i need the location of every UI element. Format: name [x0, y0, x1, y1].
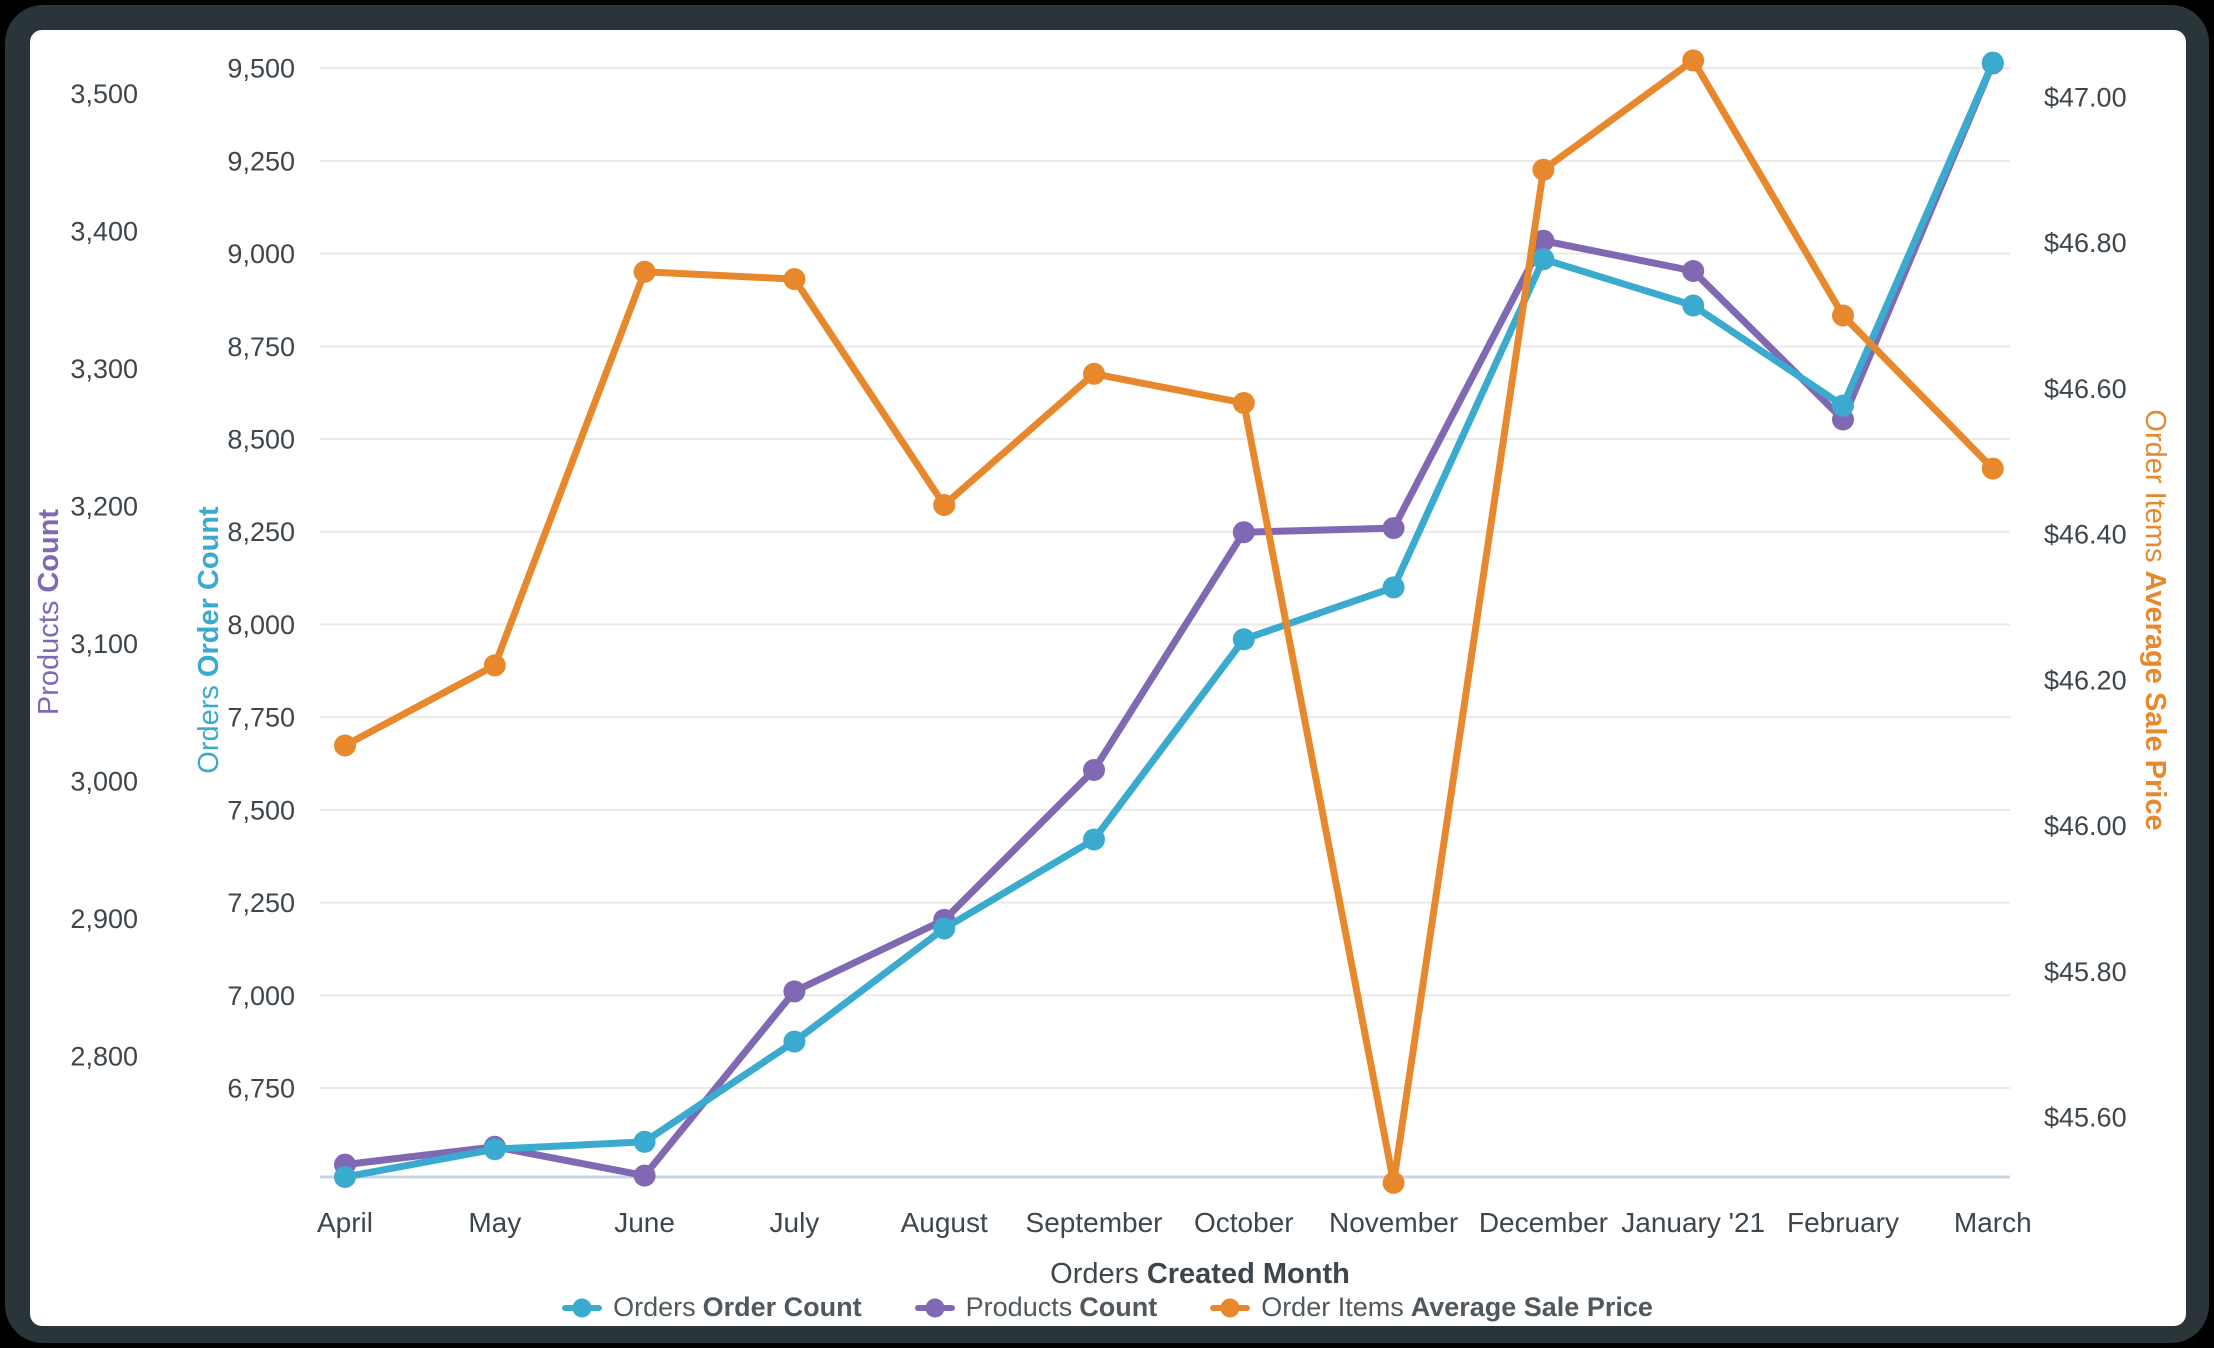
- legend-label-bold: Order Count: [702, 1292, 862, 1322]
- products-tick-label: 3,300: [70, 354, 138, 384]
- month-label: September: [1026, 1207, 1163, 1238]
- month-label: July: [770, 1207, 820, 1238]
- series-layer: [334, 49, 2004, 1194]
- price-tick-label: $45.80: [2044, 957, 2127, 987]
- axis-tick-labels: 2,800 2,900 3,000 3,100 3,200 3,300 3,400 3,500…: [70, 54, 2126, 1133]
- data-point-orders-10[interactable]: [1832, 394, 1854, 417]
- data-point-orders-5[interactable]: [1083, 828, 1105, 851]
- orders-tick-label: 7,250: [227, 888, 295, 918]
- price-tick-label: $45.60: [2044, 1103, 2127, 1133]
- orders-tick-label: 7,500: [227, 795, 295, 825]
- data-point-price-0[interactable]: [334, 734, 356, 757]
- legend-label: Order Items: [1261, 1292, 1404, 1322]
- legend-marker-icon: [914, 1298, 955, 1317]
- legend-item-orders[interactable]: Orders Order Count: [561, 1292, 862, 1323]
- orders-tick-label: 8,000: [227, 610, 295, 640]
- orders-tick-label: 8,250: [227, 517, 295, 547]
- data-point-products-5[interactable]: [1083, 759, 1105, 781]
- data-point-price-6[interactable]: [1232, 392, 1255, 414]
- data-point-price-10[interactable]: [1832, 304, 1854, 327]
- products-tick-label: 2,900: [70, 904, 138, 934]
- data-point-orders-1[interactable]: [483, 1138, 506, 1161]
- price-tick-label: $46.20: [2044, 665, 2127, 695]
- legend-label-bold: Count: [1079, 1292, 1158, 1322]
- month-label: November: [1329, 1207, 1458, 1238]
- data-point-orders-4[interactable]: [933, 917, 956, 940]
- price-tick-label: $47.00: [2044, 82, 2127, 112]
- series-line-price: [341, 56, 1997, 1187]
- orders-tick-label: 7,750: [227, 703, 295, 733]
- month-label: December: [1479, 1207, 1608, 1238]
- products-tick-label: 3,400: [70, 217, 138, 247]
- data-point-products-2[interactable]: [633, 1164, 656, 1187]
- data-point-orders-2[interactable]: [633, 1130, 656, 1153]
- data-point-orders-9[interactable]: [1682, 294, 1705, 317]
- data-point-products-3[interactable]: [783, 980, 806, 1003]
- data-point-products-9[interactable]: [1682, 260, 1705, 282]
- legend-marker-icon: [562, 1298, 603, 1317]
- legend-marker-icon: [1210, 1298, 1251, 1317]
- series-line-orders: [341, 59, 1997, 1181]
- data-point-price-2[interactable]: [633, 260, 656, 283]
- legend-label-bold: Average Sale Price: [1410, 1292, 1653, 1322]
- products-tick-label: 3,500: [70, 79, 138, 109]
- orders-tick-label: 8,750: [227, 332, 295, 362]
- gridlines: [320, 67, 2010, 1179]
- x-axis-title: Orders Created Month: [1050, 1258, 1350, 1290]
- legend-item-products[interactable]: Products Count: [914, 1292, 1158, 1323]
- data-point-orders-11[interactable]: [1981, 51, 2004, 74]
- data-point-price-8[interactable]: [1532, 158, 1555, 181]
- month-label: January '21: [1621, 1207, 1765, 1238]
- data-point-price-1[interactable]: [483, 654, 506, 677]
- price-tick-label: $46.80: [2044, 228, 2127, 258]
- month-label: May: [468, 1207, 521, 1238]
- data-point-price-5[interactable]: [1083, 362, 1105, 385]
- products-axis-title: ProductsCount: [33, 509, 65, 716]
- data-point-price-7[interactable]: [1382, 1171, 1405, 1194]
- price-tick-label: $46.00: [2044, 811, 2127, 841]
- price-tick-label: $46.40: [2044, 520, 2127, 550]
- orders-axis-title: OrdersOrder Count: [193, 506, 225, 774]
- data-point-price-4[interactable]: [933, 494, 956, 516]
- products-tick-label: 2,800: [70, 1042, 138, 1072]
- data-point-price-3[interactable]: [783, 268, 806, 291]
- chart-card: [30, 30, 2186, 1326]
- orders-tick-label: 6,750: [227, 1073, 295, 1103]
- series-line-products: [341, 59, 1997, 1180]
- price-axis-title: Order ItemsAverage Sale Price: [2139, 409, 2171, 830]
- orders-tick-label: 9,500: [227, 54, 295, 84]
- orders-tick-label: 8,500: [227, 425, 295, 455]
- data-point-price-11[interactable]: [1981, 457, 2004, 480]
- data-point-orders-3[interactable]: [783, 1030, 806, 1053]
- legend-label: Products: [965, 1292, 1073, 1322]
- data-point-products-8[interactable]: [1532, 229, 1555, 252]
- month-label: March: [1954, 1207, 2032, 1238]
- month-label: October: [1194, 1207, 1294, 1238]
- data-point-orders-8[interactable]: [1532, 248, 1555, 271]
- x-axis-labels: April May June July August September October No…: [317, 1207, 2032, 1238]
- products-tick-label: 3,100: [70, 629, 138, 659]
- data-point-orders-0[interactable]: [334, 1166, 356, 1188]
- products-tick-label: 3,000: [70, 767, 138, 797]
- products-tick-label: 3,200: [70, 492, 138, 522]
- legend-item-price[interactable]: Order Items Average Sale Price: [1209, 1292, 1653, 1323]
- data-point-orders-6[interactable]: [1232, 628, 1255, 651]
- orders-tick-label: 7,000: [227, 981, 295, 1011]
- data-point-orders-7[interactable]: [1382, 576, 1405, 599]
- month-label: August: [901, 1207, 988, 1238]
- month-label: June: [614, 1207, 675, 1238]
- data-point-products-6[interactable]: [1232, 521, 1255, 544]
- orders-tick-label: 9,250: [227, 146, 295, 176]
- month-label: February: [1787, 1207, 1899, 1238]
- data-point-price-9[interactable]: [1682, 49, 1705, 72]
- legend-label: Orders: [613, 1292, 696, 1322]
- orders-tick-label: 9,000: [227, 239, 295, 269]
- data-point-products-7[interactable]: [1382, 517, 1405, 540]
- month-label: April: [317, 1207, 373, 1238]
- legend: Orders Order Count Products Count Order Item…: [30, 1292, 2184, 1323]
- price-tick-label: $46.60: [2044, 374, 2127, 404]
